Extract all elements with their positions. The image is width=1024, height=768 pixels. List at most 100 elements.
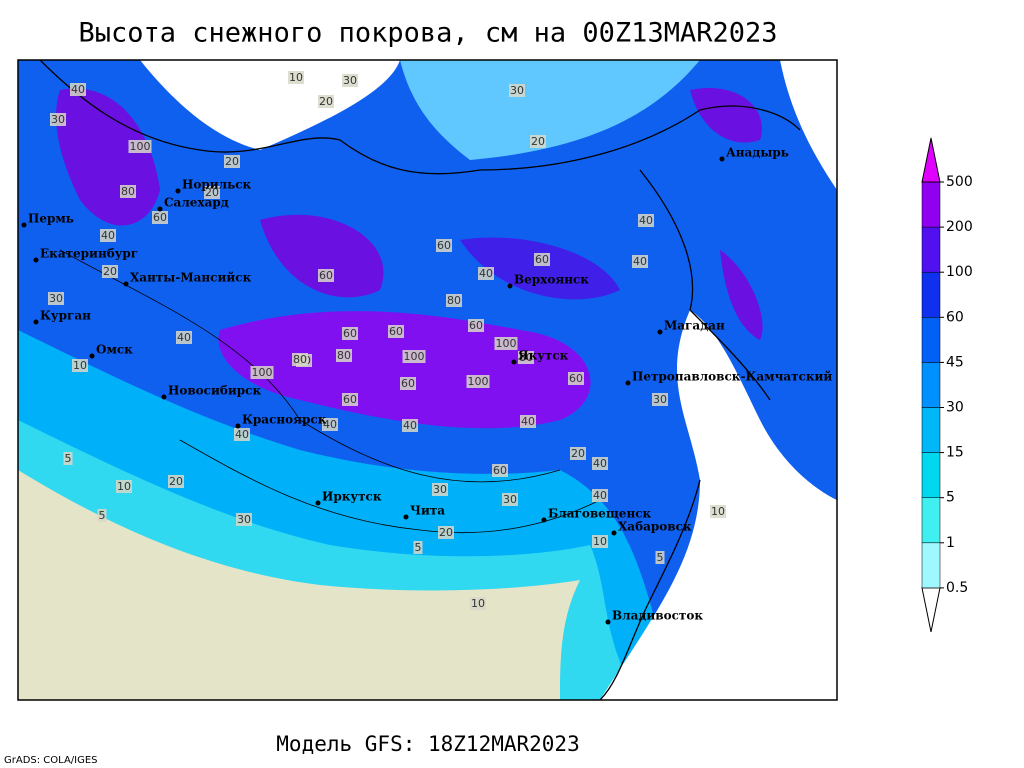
contour-label-box <box>342 327 358 340</box>
colorbar-label: 100 <box>946 264 973 280</box>
contour-label: 5 <box>657 551 664 564</box>
contour-label-box <box>224 155 240 168</box>
contour-label-box <box>204 186 220 199</box>
contour-label: 30 <box>51 113 65 126</box>
contour-label: 80 <box>337 349 351 362</box>
contour-label: 100 <box>496 337 517 350</box>
colorbar-segment <box>921 137 941 183</box>
city-dot <box>315 500 321 506</box>
city-dot <box>657 329 663 335</box>
ocean <box>140 60 400 150</box>
contour-label: 60 <box>343 327 357 340</box>
contour-label: 60 <box>401 377 415 390</box>
city-label: Новосибирск <box>168 384 261 398</box>
contour-label: 40 <box>323 418 337 431</box>
contour-label-box <box>400 377 416 390</box>
border <box>59 249 601 533</box>
contour-label: 80 <box>121 185 135 198</box>
colorbar-segment <box>921 587 941 633</box>
contour-label: 40 <box>71 83 85 96</box>
contour-label: 40 <box>479 267 493 280</box>
city-label: Верхоянск <box>514 273 589 287</box>
contour-label-box <box>128 140 152 153</box>
contour-label-box <box>70 83 86 96</box>
footer: Модель GFS: 18Z12MAR2023 <box>276 732 579 756</box>
contour-label-box <box>116 480 132 493</box>
contour-label-box <box>568 372 584 385</box>
city-dot <box>33 319 39 325</box>
contour-label-box <box>63 452 73 465</box>
contour-label: 60 <box>535 253 549 266</box>
contour-label-box <box>432 483 448 496</box>
contour-label: 60 <box>389 325 403 338</box>
contour-label-box <box>509 84 525 97</box>
city-label: Анадырь <box>726 146 789 160</box>
city-dot <box>541 517 547 523</box>
contour-label: 40 <box>235 428 249 441</box>
city-dot <box>21 222 27 228</box>
contour-label-box <box>478 267 494 280</box>
contour-label-box <box>176 331 192 344</box>
contour-label-box <box>322 418 338 431</box>
colorbar-segment <box>921 452 941 498</box>
contour-label-box <box>72 359 88 372</box>
deep-snow <box>690 88 762 143</box>
contour-label: 10 <box>289 71 303 84</box>
contour-label-box <box>48 292 64 305</box>
contour-label-box <box>470 597 486 610</box>
contour-label: 20 <box>103 265 117 278</box>
contour-label-box <box>152 211 168 224</box>
contour-label-box <box>402 350 426 363</box>
city-label: Салехард <box>164 196 229 210</box>
contour-label-box <box>530 135 546 148</box>
city-label: Пермь <box>28 212 74 226</box>
contour-label-box <box>518 351 534 364</box>
contour-label-box <box>592 489 608 502</box>
contour-label-box <box>388 325 404 338</box>
contour-label: 20 <box>169 475 183 488</box>
contour-label-box <box>336 349 352 362</box>
city-label: Красноярск <box>242 413 327 427</box>
city-label: Благовещенск <box>548 507 652 521</box>
contour-label: 20 <box>225 155 239 168</box>
contour-label: 40 <box>633 255 647 268</box>
contour-label: 10 <box>73 359 87 372</box>
contour-label: 40 <box>403 419 417 432</box>
contour-label-box <box>436 239 452 252</box>
contour-label: 30 <box>343 74 357 87</box>
contour-label: 30 <box>433 483 447 496</box>
contour-label-box <box>168 475 184 488</box>
contour-label: 80 <box>519 351 533 364</box>
coastline <box>39 60 801 700</box>
contour-label-box <box>100 229 116 242</box>
contour-label: 80 <box>447 294 461 307</box>
contour-label: 40 <box>521 415 535 428</box>
colorbar-label: 5 <box>946 490 955 506</box>
city-label: Магадан <box>664 319 725 333</box>
contour-label: 5 <box>65 452 72 465</box>
city-dot <box>719 156 725 162</box>
city-label: Владивосток <box>612 609 703 623</box>
colorbar-label: 0.5 <box>946 580 968 596</box>
contour-label-box <box>655 551 665 564</box>
contour-label: 60 <box>343 393 357 406</box>
contour-label-box <box>534 253 550 266</box>
colorbar-segment <box>921 497 941 544</box>
city-dot <box>605 619 611 625</box>
city-label: Ханты-Мансийск <box>130 271 252 285</box>
contour-label: 40 <box>639 214 653 227</box>
deep-snow <box>460 237 620 300</box>
contour-label: 20 <box>319 95 333 108</box>
contour-label: 100 <box>404 350 425 363</box>
city-dot <box>175 188 181 194</box>
contour-label-box <box>466 375 490 388</box>
city-label: Иркутск <box>322 490 382 504</box>
colorbar-segment <box>921 407 941 453</box>
city-label: Хабаровск <box>618 520 692 534</box>
contour-label-box <box>632 255 648 268</box>
city-label: Екатеринбург <box>40 247 138 261</box>
contour-label: 20 <box>439 526 453 539</box>
city-label: Омск <box>96 343 133 357</box>
